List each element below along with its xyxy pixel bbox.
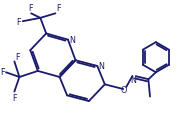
Text: N: N bbox=[98, 62, 104, 71]
Text: F: F bbox=[28, 4, 33, 13]
Text: F: F bbox=[15, 52, 20, 61]
Text: N: N bbox=[69, 36, 75, 45]
Text: F: F bbox=[0, 68, 4, 77]
Text: F: F bbox=[12, 93, 17, 102]
Text: F: F bbox=[17, 18, 21, 26]
Text: F: F bbox=[57, 4, 61, 13]
Text: N: N bbox=[130, 75, 136, 84]
Text: O: O bbox=[120, 85, 126, 94]
